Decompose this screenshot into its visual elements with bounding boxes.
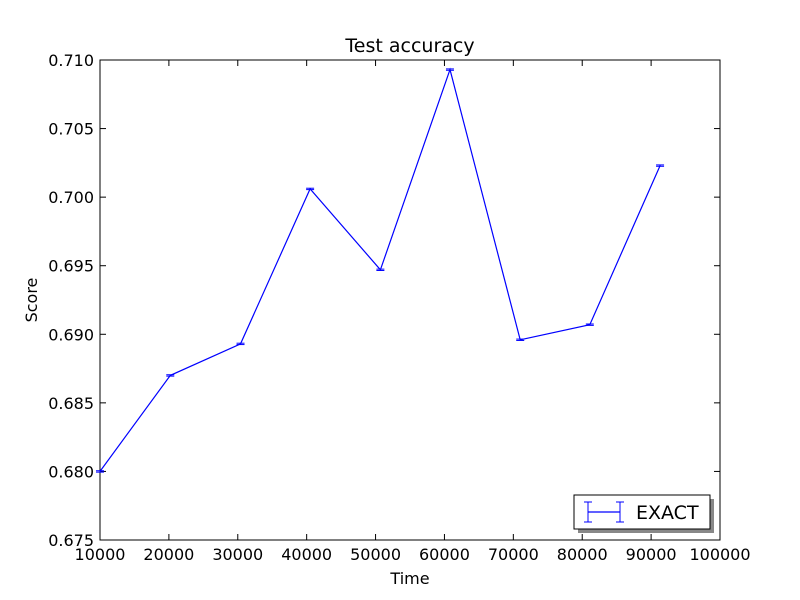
x-tick-label: 60000: [419, 545, 470, 564]
y-tick-label: 0.705: [48, 120, 94, 139]
y-tick-label: 0.675: [48, 531, 94, 550]
legend-box: [573, 494, 711, 530]
x-tick-label: 10000: [75, 545, 126, 564]
x-tick-label: 40000: [281, 545, 332, 564]
x-tick-label: 100000: [689, 545, 750, 564]
x-tick-label: 90000: [626, 545, 677, 564]
y-axis-title: Score: [22, 278, 41, 323]
data-point: [445, 68, 454, 71]
plot-area: 10000 20000 30000 40000 50000 60000 70000 80000…: [48, 51, 750, 564]
data-point: [306, 187, 315, 191]
data-point: [585, 323, 594, 326]
data-point: [516, 338, 525, 341]
y-tick-label: 0.695: [48, 257, 94, 276]
x-axis-title: Time: [389, 569, 429, 588]
y-tick-label: 0.685: [48, 394, 94, 413]
x-tick-label: 50000: [350, 545, 401, 564]
x-tick-label: 70000: [488, 545, 539, 564]
data-point: [166, 374, 175, 377]
y-tick-label: 0.680: [48, 462, 94, 481]
x-tick-label: 30000: [212, 545, 263, 564]
x-tick-label: 20000: [143, 545, 194, 564]
legend: EXACT: [573, 494, 714, 533]
y-tick-label: 0.700: [48, 188, 94, 207]
chart-title: Test accuracy: [344, 35, 474, 57]
y-tick-label: 0.710: [48, 51, 94, 70]
data-point: [236, 342, 245, 346]
data-point: [376, 268, 385, 272]
legend-label: EXACT: [636, 502, 699, 524]
data-point: [96, 470, 104, 473]
axes-frame: [99, 59, 721, 541]
x-tick-label: 80000: [557, 545, 608, 564]
data-point: [656, 164, 665, 167]
y-tick-label: 0.690: [48, 325, 94, 344]
